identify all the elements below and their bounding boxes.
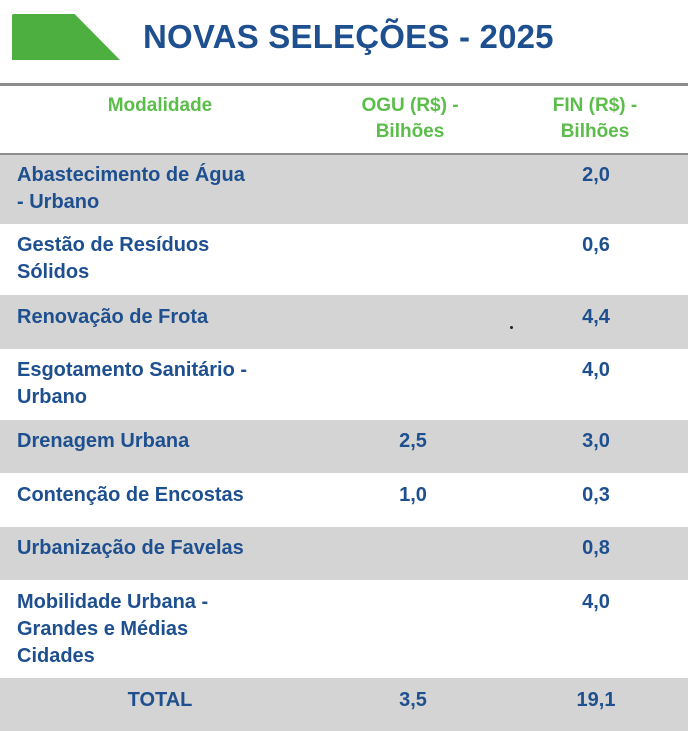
row-label-line: Esgotamento Sanitário - — [17, 359, 248, 381]
row-fin-value: 4,0 — [582, 591, 610, 613]
table-row: Renovação de Frota 4,4 — [0, 295, 688, 349]
header-divider — [0, 153, 688, 155]
row-label: Gestão de Resíduos Sólidos — [17, 232, 317, 286]
table-row: Gestão de Resíduos Sólidos 0,6 — [0, 224, 688, 295]
green-accent-shape — [12, 14, 120, 60]
row-label-line: Mobilidade Urbana - — [17, 591, 209, 613]
selections-table: Modalidade OGU (R$) - Bilhões FIN (R$) -… — [0, 83, 688, 731]
column-header-ogu-line1: OGU (R$) - — [361, 95, 459, 116]
row-fin-value: 2,0 — [582, 164, 610, 186]
row-label-line: - Urbano — [17, 191, 100, 213]
total-row: TOTAL 3,5 19,1 — [0, 678, 688, 731]
column-header-modalidade: Modalidade — [107, 95, 213, 116]
row-fin-value: 0,8 — [582, 537, 610, 559]
row-fin-value: 4,0 — [582, 359, 610, 381]
header: NOVAS SELEÇÕES - 2025 — [0, 0, 688, 82]
page-title: NOVAS SELEÇÕES - 2025 — [143, 18, 554, 55]
table-row: Drenagem Urbana 2,5 3,0 — [0, 420, 688, 473]
row-label-line: Grandes e Médias — [17, 618, 189, 640]
table-row: Urbanização de Favelas 0,8 — [0, 527, 688, 580]
row-label: Renovação de Frota — [17, 306, 209, 328]
table-row: Mobilidade Urbana - Grandes e Médias Cid… — [0, 580, 688, 678]
table-row: Esgotamento Sanitário - Urbano 4,0 — [0, 349, 688, 420]
row-label-line: Sólidos — [17, 261, 90, 283]
row-fin-value: 0,3 — [582, 484, 610, 506]
table-row: Abastecimento de Água - Urbano 2,0 — [0, 155, 688, 224]
row-label-line: Urbano — [17, 386, 87, 408]
column-header-fin-line1: FIN (R$) - — [552, 95, 638, 116]
column-header-ogu-line2: Bilhões — [375, 121, 445, 142]
row-label: Contenção de Encostas — [17, 484, 244, 506]
table-row: Contenção de Encostas 1,0 0,3 — [0, 473, 688, 527]
row-ogu-value: 2,5 — [399, 430, 427, 452]
row-label: Abastecimento de Água - Urbano — [17, 162, 317, 216]
stray-dot — [510, 326, 513, 329]
row-label-line: Cidades — [17, 645, 95, 667]
column-header-ogu: OGU (R$) - Bilhões — [320, 93, 500, 145]
column-header-fin: FIN (R$) - Bilhões — [505, 93, 685, 145]
row-fin-value: 4,4 — [582, 306, 610, 328]
total-fin-value: 19,1 — [576, 689, 616, 711]
table-top-rule — [0, 83, 688, 86]
row-label-line: Abastecimento de Água — [17, 164, 245, 186]
total-ogu-value: 3,5 — [399, 689, 427, 711]
row-label: Urbanização de Favelas — [17, 537, 244, 559]
row-label: Drenagem Urbana — [17, 430, 190, 452]
row-label-line: Gestão de Resíduos — [17, 234, 210, 256]
row-fin-value: 3,0 — [582, 430, 610, 452]
row-fin-value: 0,6 — [582, 234, 610, 256]
total-label: TOTAL — [127, 689, 193, 711]
row-ogu-value: 1,0 — [399, 484, 427, 506]
row-label: Esgotamento Sanitário - Urbano — [17, 357, 317, 411]
column-header-fin-line2: Bilhões — [560, 121, 630, 142]
row-label: Mobilidade Urbana - Grandes e Médias Cid… — [17, 589, 317, 670]
